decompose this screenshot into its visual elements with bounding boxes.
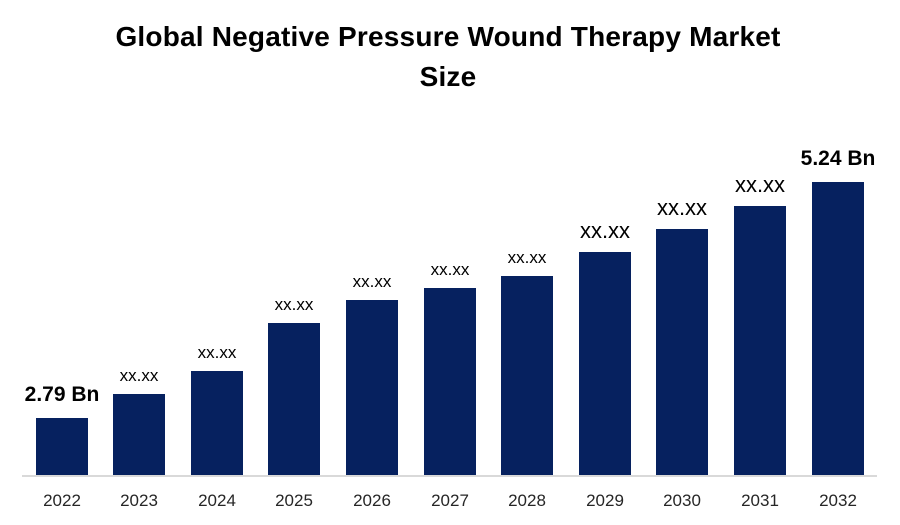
x-tick-2022: 2022 — [43, 491, 81, 510]
x-tick-2028: 2028 — [508, 491, 546, 510]
bar-value-label-2032: 5.24 Bn — [800, 147, 876, 170]
bar-value-label-2022: 2.79 Bn — [24, 383, 100, 406]
x-tick-2024: 2024 — [198, 491, 236, 510]
chart-title-line2: Size — [419, 61, 477, 92]
x-tick-2026: 2026 — [353, 491, 391, 510]
x-tick-2025: 2025 — [275, 491, 313, 510]
bars-layer: 2.79 Bn xx.xx xx.xx xx.xx xx.xx xx.xx xx.xx xx.… — [24, 147, 876, 476]
bar-2028 — [501, 276, 553, 476]
x-axis-line — [22, 475, 877, 477]
x-tick-2027: 2027 — [431, 491, 469, 510]
bar-value-label-2030: xx.xx — [656, 195, 708, 220]
bar-value-label-2029: xx.xx — [579, 218, 631, 243]
bar-2029 — [579, 252, 631, 476]
bar-2031 — [734, 206, 786, 476]
bar-value-label-2024: xx.xx — [197, 343, 237, 362]
bar-value-label-2023: xx.xx — [119, 366, 159, 385]
bar-2022 — [36, 418, 88, 476]
x-tick-2030: 2030 — [663, 491, 701, 510]
bar-2030 — [656, 229, 708, 476]
x-tick-2029: 2029 — [586, 491, 624, 510]
x-tick-2023: 2023 — [120, 491, 158, 510]
bar-2027 — [424, 288, 476, 476]
bar-2026 — [346, 300, 398, 476]
x-tick-2032: 2032 — [819, 491, 857, 510]
bar-value-label-2027: xx.xx — [430, 260, 470, 279]
bar-2024 — [191, 371, 243, 476]
chart-title-line1: Global Negative Pressure Wound Therapy M… — [115, 21, 781, 52]
x-tick-2031: 2031 — [741, 491, 779, 510]
chart-title: Global Negative Pressure Wound Therapy M… — [0, 17, 896, 97]
bar-value-label-2031: xx.xx — [734, 172, 786, 197]
bar-value-label-2026: xx.xx — [352, 272, 392, 291]
bar-2025 — [268, 323, 320, 476]
bar-value-label-2025: xx.xx — [274, 295, 314, 314]
bar-2032 — [812, 182, 864, 476]
bar-2023 — [113, 394, 165, 476]
bar-value-label-2028: xx.xx — [507, 248, 547, 267]
